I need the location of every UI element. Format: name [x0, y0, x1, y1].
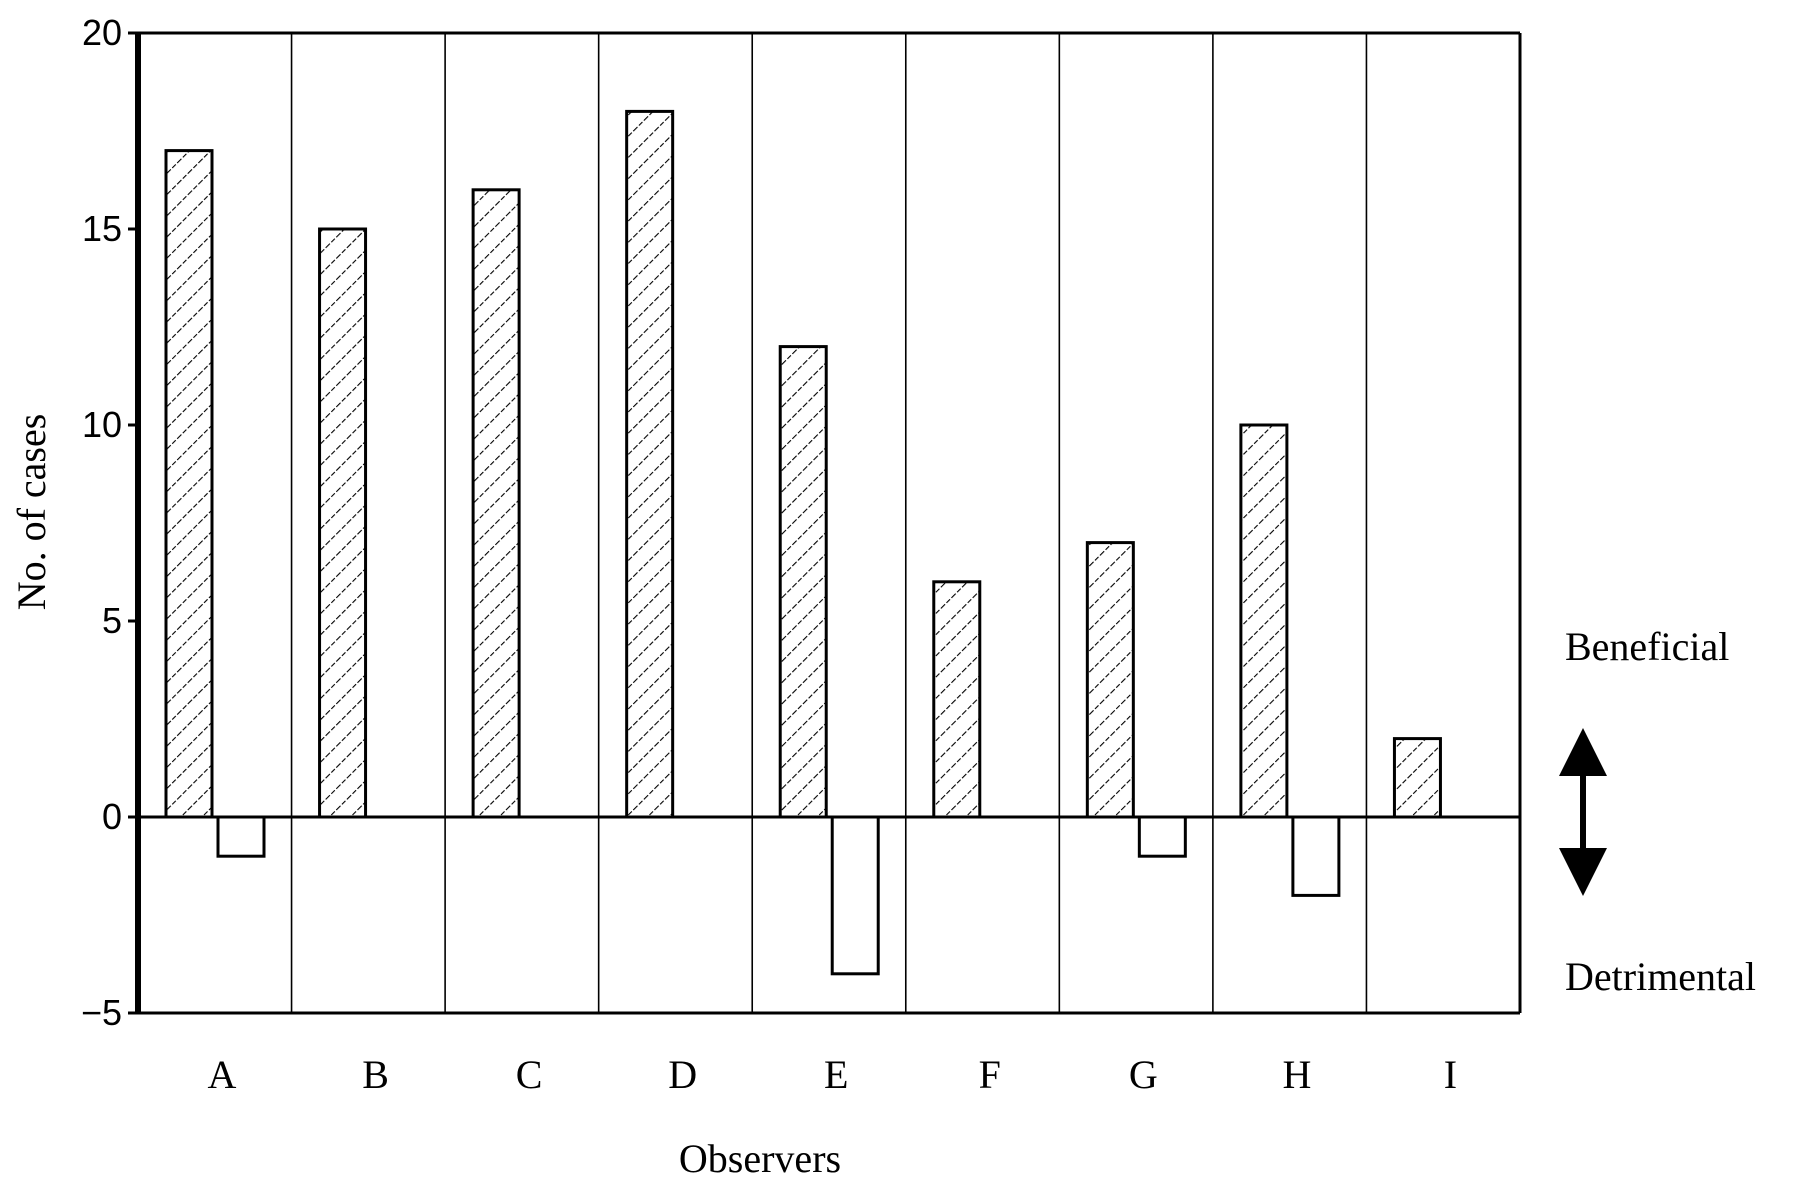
- y-tick-label: 0: [102, 796, 122, 837]
- plot-frame: [135, 31, 1522, 1015]
- bar-beneficial-H: [1239, 423, 1289, 819]
- bar-detrimental-G: [1137, 815, 1187, 858]
- x-axis-title: Observers: [679, 1136, 841, 1180]
- x-tick-label: A: [208, 1052, 237, 1097]
- category-separators: [290, 33, 1368, 1013]
- x-tick-label: F: [979, 1052, 1001, 1097]
- bars: [164, 109, 1442, 976]
- bar-beneficial-C: [471, 188, 521, 819]
- x-tick-label: H: [1282, 1052, 1311, 1097]
- bar-beneficial-D: [625, 109, 675, 819]
- bar-beneficial-I: [1392, 737, 1442, 819]
- y-tick-label: 20: [82, 12, 122, 53]
- x-tick-label: D: [668, 1052, 697, 1097]
- y-tick-label: 15: [82, 208, 122, 249]
- y-tick-label: −5: [81, 992, 122, 1033]
- bar-beneficial-A: [164, 149, 214, 819]
- x-tick-label: I: [1444, 1052, 1457, 1097]
- bar-beneficial-B: [318, 227, 368, 819]
- bar-beneficial-G: [1085, 541, 1135, 819]
- beneficial-label: Beneficial: [1565, 624, 1729, 669]
- x-tick-label: C: [516, 1052, 543, 1097]
- x-axis-ticks: A B C D E F G H I: [208, 1052, 1458, 1097]
- y-axis-title: No. of cases: [9, 414, 54, 611]
- bar-detrimental-H: [1291, 815, 1341, 897]
- x-tick-label: G: [1129, 1052, 1158, 1097]
- detrimental-label: Detrimental: [1565, 954, 1756, 999]
- bar-detrimental-A: [216, 815, 266, 858]
- bar-detrimental-E: [830, 815, 880, 976]
- x-tick-label: E: [824, 1052, 848, 1097]
- x-tick-label: B: [362, 1052, 389, 1097]
- bar-beneficial-E: [778, 345, 828, 819]
- y-axis-ticks: −5 0 5 10 15 20: [81, 12, 138, 1033]
- y-tick-label: 5: [102, 600, 122, 641]
- y-tick-label: 10: [82, 404, 122, 445]
- bar-beneficial-F: [932, 580, 982, 819]
